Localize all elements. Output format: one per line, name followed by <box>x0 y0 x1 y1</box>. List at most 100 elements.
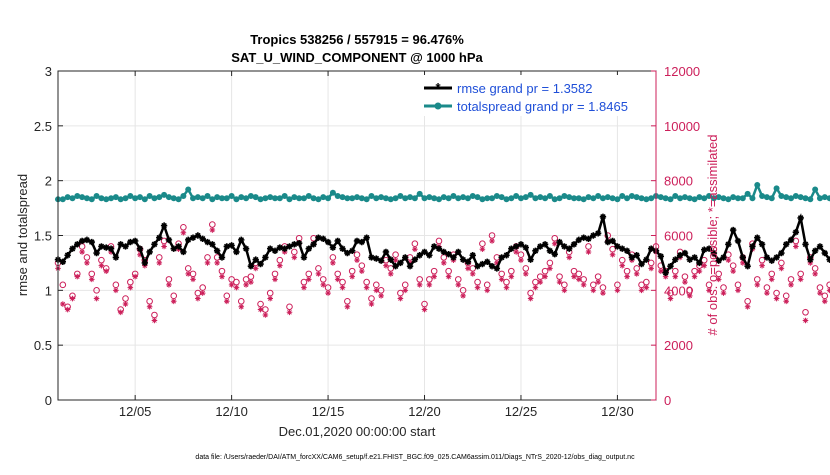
totalspread-point <box>83 195 90 202</box>
obs-assimilated-point <box>580 282 587 288</box>
rmse-point <box>170 245 177 252</box>
totalspread-point <box>416 190 423 197</box>
totalspread-point <box>59 196 66 203</box>
totalspread-point <box>363 196 370 203</box>
legend-spread-marker <box>434 102 442 110</box>
totalspread-point <box>190 195 197 202</box>
totalspread-point <box>450 193 457 200</box>
rmse-point <box>816 243 824 250</box>
totalspread-point <box>498 194 505 201</box>
obs-assimilated-point <box>643 284 650 291</box>
obs-assimilated-point <box>354 257 360 263</box>
obs-assimilated-point <box>84 260 90 266</box>
totalspread-point <box>238 194 245 201</box>
y-left-tick-label: 0 <box>45 393 52 408</box>
totalspread-point <box>778 193 785 200</box>
totalspread-point <box>141 196 148 203</box>
totalspread-point <box>421 195 428 202</box>
rmse-point <box>93 249 100 257</box>
obs-assimilated-point <box>802 317 809 324</box>
totalspread-point <box>117 196 124 203</box>
obs-assimilated-point <box>402 287 409 294</box>
obs-possible-point <box>802 308 809 316</box>
rmse-point <box>64 252 71 259</box>
x-tick-label: 12/15 <box>312 404 345 419</box>
obs-assimilated-point <box>527 295 534 302</box>
data-file-footnote: data file: /Users/raeder/DAI/ATM_forcXX/… <box>195 454 635 461</box>
rmse-point <box>127 238 134 246</box>
totalspread-point <box>744 190 751 197</box>
rmse-point <box>300 254 308 261</box>
obs-assimilated-point <box>252 265 259 272</box>
obs-assimilated-point <box>60 301 66 307</box>
rmse-point <box>339 245 346 252</box>
x-tick-label: 12/05 <box>119 404 152 419</box>
rmse-point <box>749 243 756 250</box>
totalspread-point <box>218 195 225 202</box>
totalspread-point <box>228 193 235 200</box>
obs-assimilated-point <box>98 262 105 269</box>
rmse-point <box>204 238 211 246</box>
obs-assimilated-point <box>715 276 722 283</box>
totalspread-point <box>223 195 230 202</box>
legend-box <box>420 75 653 116</box>
rmse-point <box>676 252 684 259</box>
rmse-point <box>643 256 650 263</box>
totalspread-point <box>214 194 221 201</box>
totalspread-point <box>542 195 549 202</box>
rmse-point <box>705 245 713 252</box>
obs-assimilated-point <box>542 273 548 280</box>
obs-assimilated-point <box>474 284 481 291</box>
obs-assimilated-point <box>373 287 380 294</box>
totalspread-point <box>701 195 708 202</box>
rmse-point <box>74 241 81 248</box>
axes: 12/05 12/10 12/15 12/20 12/25 12/30 0 0.5 1 1.5 2 2… <box>34 64 700 419</box>
obs-assimilated-point <box>277 262 283 269</box>
rmse-point <box>498 254 505 261</box>
rmse-point <box>739 254 747 261</box>
obs-assimilated-point <box>701 262 708 269</box>
totalspread-point <box>247 193 254 200</box>
obs-assimilated-point <box>556 279 563 285</box>
totalspread-point <box>522 194 529 201</box>
totalspread-point <box>136 194 143 201</box>
rmse-point <box>387 256 394 263</box>
rmse-point <box>151 241 158 248</box>
totalspread-point <box>300 195 307 202</box>
y-axis-right-label: # of obs: o=possible; *=assimilated <box>705 135 720 336</box>
y-left-tick-label: 2 <box>45 174 52 189</box>
totalspread-point <box>479 196 486 203</box>
obs-assimilated-point <box>301 284 307 291</box>
rmse-point <box>286 243 293 250</box>
rmse-point <box>546 247 554 255</box>
obs-assimilated-point <box>489 238 495 244</box>
totalspread-point <box>816 195 823 202</box>
rmse-point <box>599 213 607 221</box>
rmse-point <box>729 226 737 234</box>
totalspread-point <box>334 193 341 200</box>
rmse-point <box>310 241 317 248</box>
totalspread-point <box>624 195 631 202</box>
rmse-point <box>811 247 819 255</box>
obs-assimilated-point <box>817 290 823 296</box>
rmse-point <box>406 263 414 270</box>
obs-assimilated-point <box>600 290 606 296</box>
obs-assimilated-point <box>334 276 341 283</box>
totalspread-point <box>108 195 115 202</box>
obs-assimilated-point <box>764 290 770 296</box>
obs-assimilated-point <box>64 306 71 313</box>
rmse-point <box>469 252 476 259</box>
obs-assimilated-point <box>416 282 423 288</box>
y-right-tick-label: 12000 <box>664 64 700 79</box>
obs-assimilated-point <box>315 271 322 277</box>
rmse-point <box>575 236 583 244</box>
totalspread-point <box>493 193 500 200</box>
rmse-point <box>551 250 558 258</box>
rmse-point <box>527 256 534 263</box>
obs-assimilated-point <box>170 298 177 305</box>
y-left-tick-label: 1.5 <box>34 229 52 244</box>
rmse-point <box>628 254 636 261</box>
rmse-point <box>180 248 187 256</box>
obs-assimilated-point <box>426 282 433 288</box>
rmse-point <box>141 259 149 267</box>
